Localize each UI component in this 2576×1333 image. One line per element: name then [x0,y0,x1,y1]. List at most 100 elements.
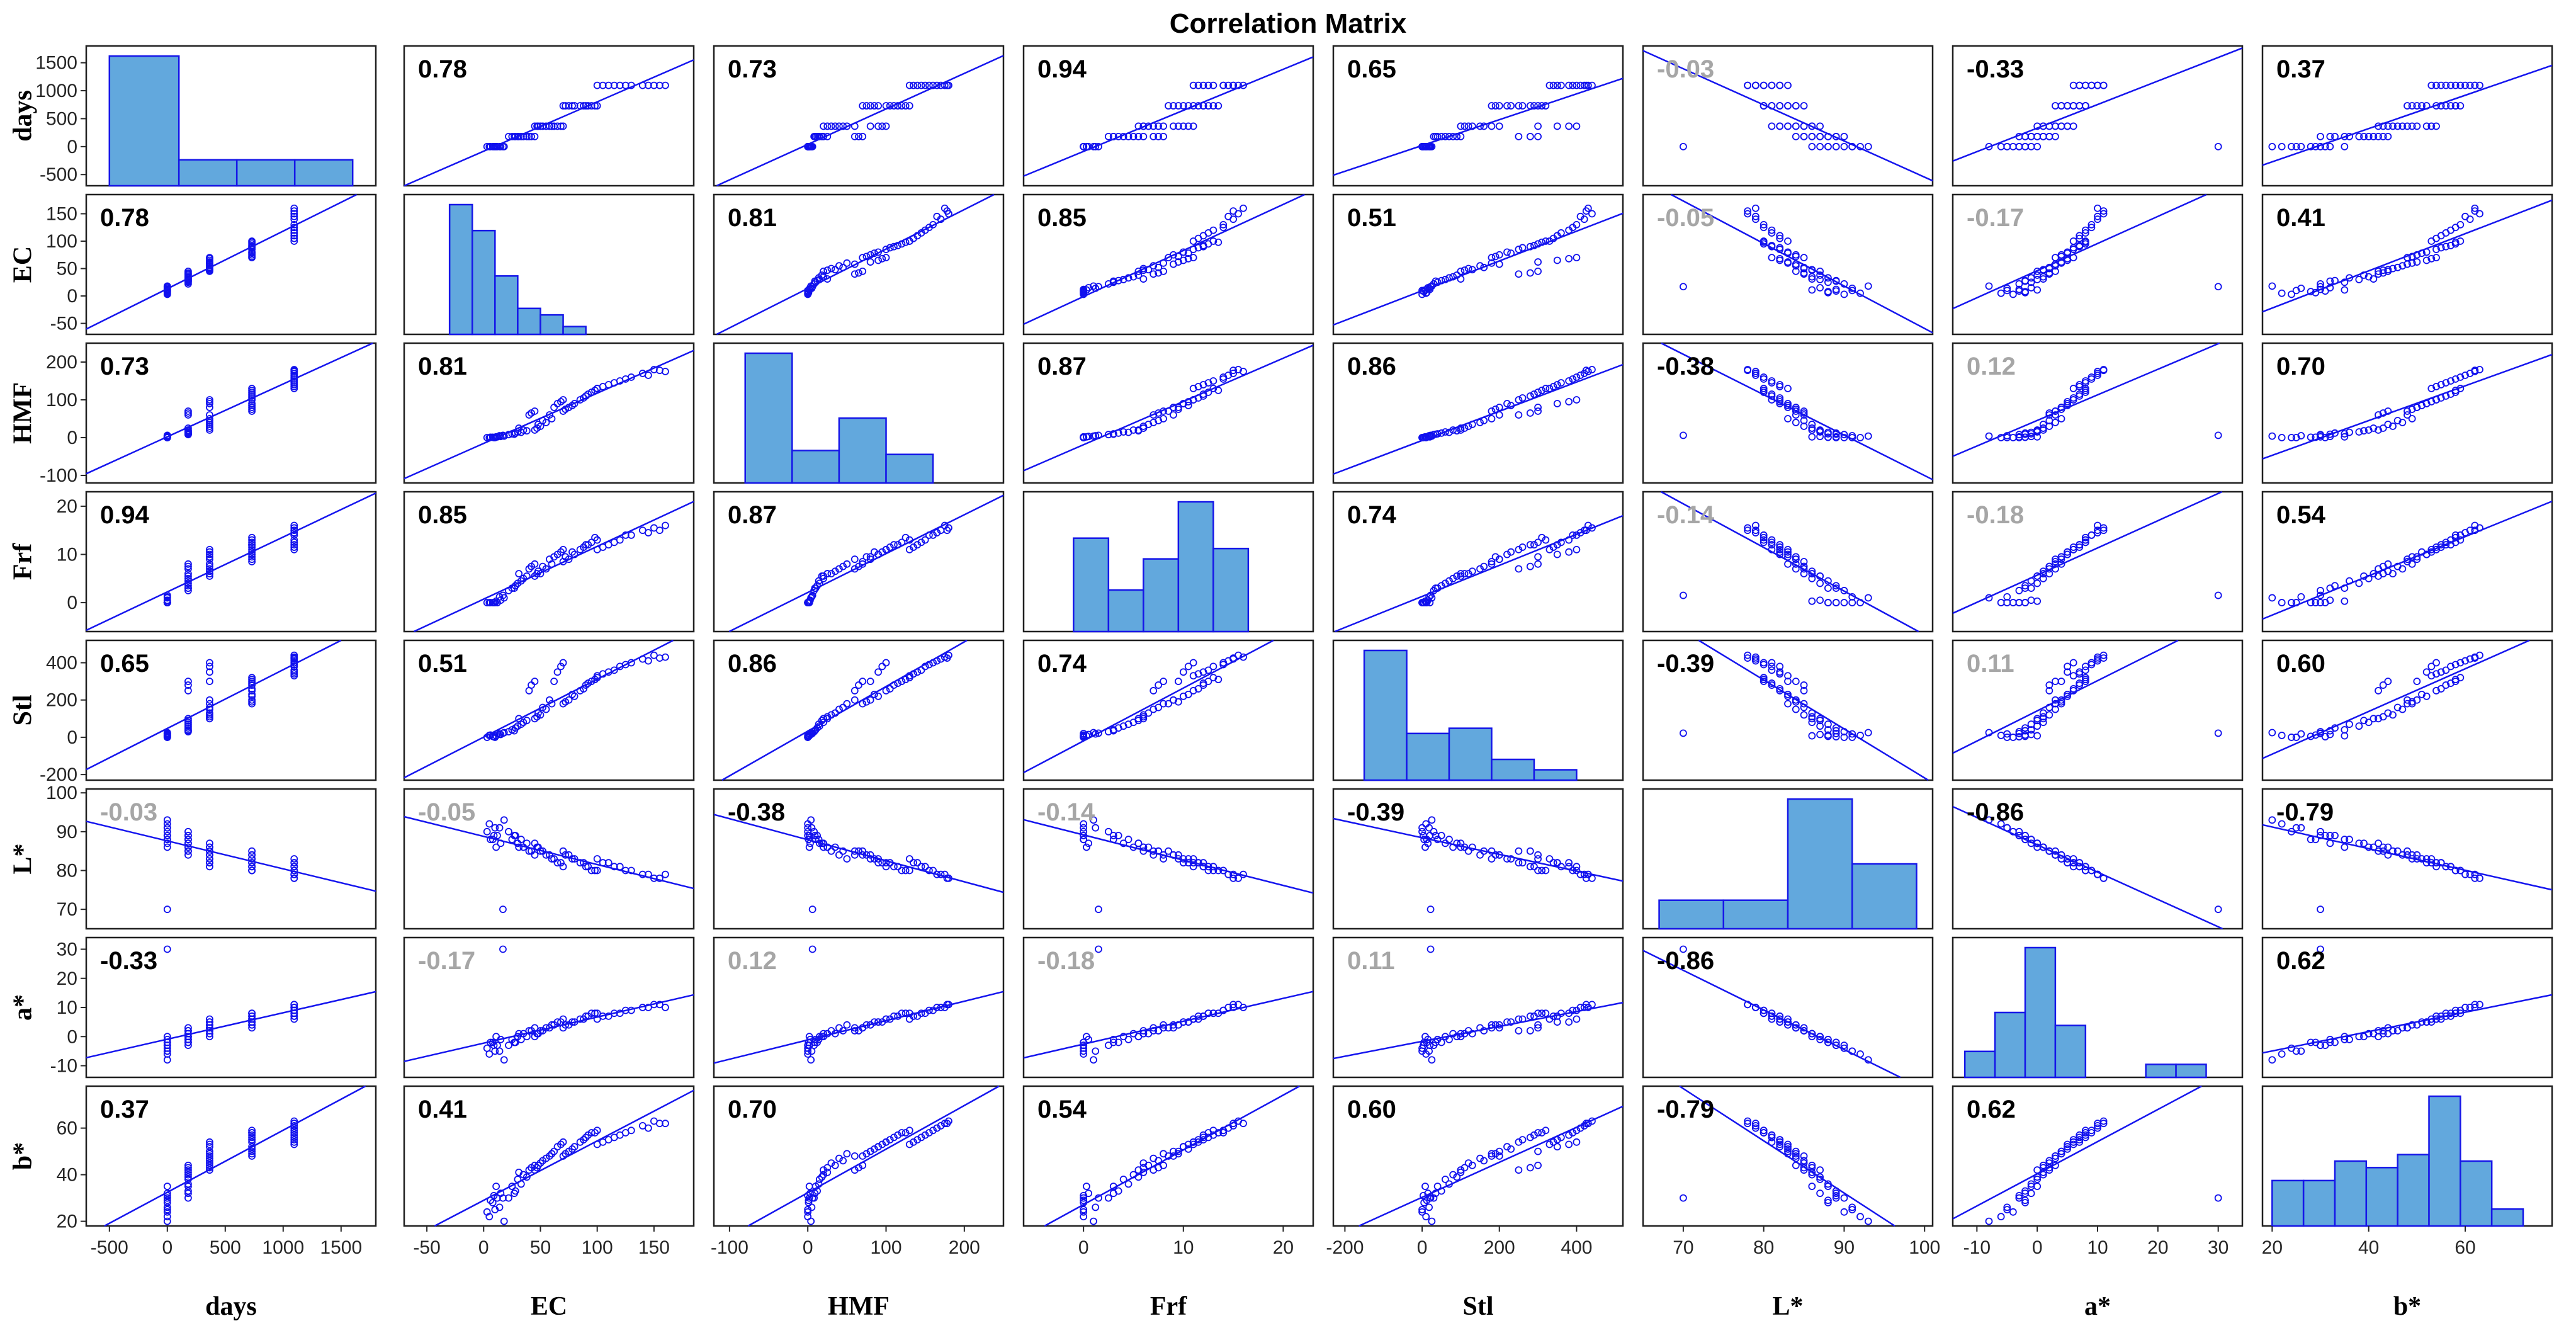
scatter-point [1150,687,1158,695]
y-tick-label: 0 [67,1026,77,1047]
scatter-point [1744,210,1752,218]
scatter-point [1229,366,1238,375]
scatter-point [1209,81,1217,89]
column-label-Frf: Frf [1150,1292,1187,1321]
scatter-point [2393,703,2402,712]
histogram-bar [1787,798,1853,930]
scatter-point [1155,703,1163,712]
scatter-point [1800,423,1808,430]
scatter-point [1515,270,1523,278]
cell-frame [713,491,1005,633]
fit-line [1952,491,2223,615]
x-tick-label: 90 [1834,1237,1855,1258]
scatter-point [870,548,878,556]
scatter-point [1139,132,1148,140]
cell-HMF-vs-Frf: 0.87 [1022,342,1314,484]
y-tick-label: 400 [46,653,77,674]
scatter-point [859,132,867,140]
scatter-point [536,122,545,130]
scatter-point [804,733,812,740]
fit-line [1952,639,2179,754]
scatter-point [1768,81,1776,89]
scatter-point [2346,428,2353,436]
scatter-point [929,1126,937,1135]
scatter-point [2081,226,2089,234]
cell-Frf-vs-a*: -0.18 [1952,491,2244,633]
scatter-point [1784,258,1792,266]
scatter-point [1776,1136,1784,1143]
scatter-point [1565,1018,1573,1026]
scatter-point [1760,661,1768,669]
scatter-point [290,1012,298,1020]
scatter-point [898,866,906,875]
scatter-point [2278,732,2286,739]
scatter-point [290,1126,298,1135]
scatter-point [2076,232,2084,240]
scatter-point [2039,275,2047,283]
scatter-point [1526,847,1534,855]
scatter-point [1432,832,1440,839]
correlation-label: 0.86 [728,650,777,678]
scatter-point [1423,1196,1431,1205]
scatter-point [859,1152,867,1160]
cell-L*-vs-a*: -0.86 [1952,788,2244,930]
scatter-point [1768,666,1776,674]
scatter-point [2039,574,2047,582]
scatter-point [894,1131,902,1139]
scatter-point [584,1131,592,1139]
scatter-point [290,375,298,383]
scatter-point [1816,132,1824,140]
scatter-point [163,1217,171,1225]
histogram-bar [1143,558,1180,633]
scatter-point [650,81,658,89]
scatter-point [548,1150,556,1158]
scatter-point [2099,81,2108,89]
scatter-point [2099,526,2108,535]
cell-EC-vs-Frf: 0.85 [1022,193,1314,336]
scatter-point [290,204,298,212]
scatter-point [1083,1183,1090,1190]
scatter-point [1792,419,1800,426]
scatter-point [1840,587,1848,594]
scatter-point [1985,282,1993,290]
scatter-point [890,102,898,110]
scatter-point [206,1147,213,1155]
scatter-point [163,1213,171,1221]
scatter-point [859,267,867,275]
scatter-point [2461,1004,2469,1011]
scatter-point [290,541,298,549]
scatter-point [1453,271,1461,279]
scatter-point [2099,366,2108,375]
scatter-point [557,548,565,556]
scatter-point [206,398,213,406]
scatter-point [2456,659,2465,667]
scatter-point [1209,385,1217,392]
cell-frame [2261,342,2553,484]
scatter-point [290,207,298,215]
scatter-point [2404,847,2411,855]
scatter-point [1800,1164,1808,1172]
scatter-point [2297,593,2305,601]
scatter-point [2451,375,2460,383]
scatter-point [2456,373,2465,381]
scatter-point [548,415,556,423]
scatter-point [1090,282,1097,290]
scatter-point [1816,284,1824,292]
scatter-point [874,1143,882,1151]
scatter-point [2471,207,2479,215]
scatter-point [1997,820,2005,828]
scatter-point [184,1173,192,1181]
scatter-point [1480,1157,1488,1165]
scatter-point [2087,375,2096,383]
scatter-point [2413,122,2421,130]
histogram-bar [539,314,564,336]
scatter-point [662,81,669,89]
scatter-point [2278,142,2286,150]
scatter-point [2317,280,2324,288]
scatter-point [1800,269,1808,277]
scatter-point [485,820,494,828]
scatter-point [850,565,859,573]
scatter-point [248,1150,256,1158]
fit-line [1661,491,1919,633]
